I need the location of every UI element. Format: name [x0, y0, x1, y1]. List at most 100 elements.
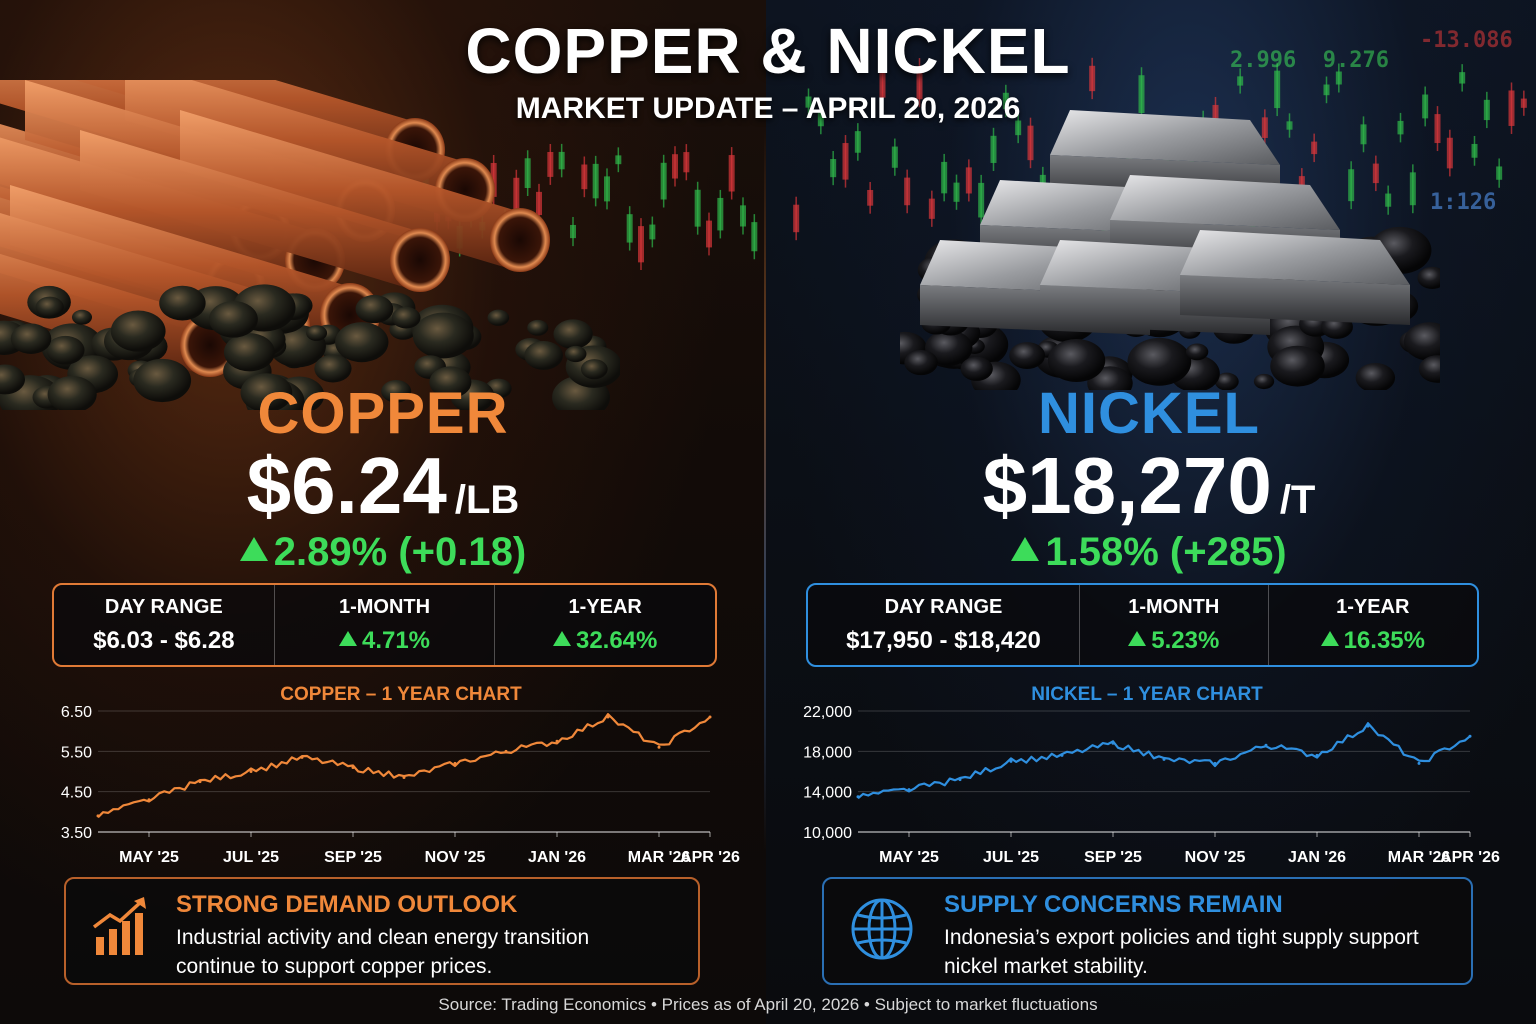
candle-body: [1360, 124, 1367, 145]
ore-rock: [524, 340, 563, 370]
copper-stat-1-year: 1-YEAR 32.64%: [494, 585, 715, 665]
y-tick-label: 4.50: [61, 785, 92, 802]
copper-pipe: [180, 110, 550, 272]
globe-icon: [851, 898, 913, 960]
stat-label: DAY RANGE: [884, 595, 1003, 618]
ore-rock: [960, 356, 993, 381]
data-point: [907, 788, 911, 792]
candle-body: [1385, 193, 1392, 207]
x-tick-label: JUL '25: [223, 849, 279, 866]
copper-stats-box: DAY RANGE $6.03 - $6.28 1-MONTH 4.71% 1-…: [52, 583, 717, 667]
candle-body: [867, 189, 874, 206]
candle-body: [604, 176, 610, 202]
data-point: [249, 770, 253, 773]
candle-body: [570, 224, 576, 239]
stat-label: 1-YEAR: [568, 595, 642, 618]
stat-value: $6.03 - $6.28: [93, 626, 235, 654]
stat-label: 1-YEAR: [1336, 595, 1410, 618]
candle-body: [638, 226, 644, 263]
data-point: [1009, 759, 1013, 763]
candle-body: [904, 177, 911, 206]
data-point: [198, 780, 202, 784]
ore-rock: [223, 333, 275, 372]
ore-rock: [159, 285, 206, 321]
ore-rock: [1355, 362, 1396, 390]
ore-rock: [47, 375, 97, 410]
ticker-text: 1:126: [1430, 190, 1497, 215]
ore-rock: [240, 373, 293, 410]
ticker-text: -13.086: [1420, 28, 1513, 53]
stat-label: DAY RANGE: [104, 595, 223, 618]
candle-body: [1446, 137, 1453, 169]
ore-rock: [10, 323, 52, 354]
x-tick-label: MAY '25: [879, 849, 939, 866]
candle-body: [694, 189, 701, 227]
candle-body: [953, 182, 960, 202]
ore-rock: [1418, 355, 1440, 383]
ore-rock: [1270, 345, 1325, 387]
y-tick-label: 10,000: [803, 825, 852, 842]
data-point: [1111, 741, 1115, 745]
x-tick-label: SEP '25: [324, 849, 382, 866]
stat-value-text: 4.71%: [361, 626, 431, 654]
data-point: [856, 795, 860, 799]
x-tick-label: SEP '25: [1084, 849, 1142, 866]
copper-pipe: [80, 130, 450, 292]
ore-rock: [0, 364, 25, 395]
x-tick-label: JUL '25: [983, 849, 1039, 866]
y-tick-label: 6.50: [61, 704, 92, 721]
candle-body: [854, 131, 861, 153]
ore-rock: [1253, 373, 1275, 390]
ore-rock: [355, 294, 394, 324]
data-point: [1213, 761, 1217, 765]
candle-body: [536, 191, 542, 216]
candle-body: [1311, 141, 1318, 155]
stat-value: $17,950 - $18,420: [846, 626, 1041, 654]
candle-body: [1372, 163, 1379, 184]
candle-body: [805, 96, 812, 108]
ore-rock: [314, 354, 352, 383]
candle-body: [1348, 169, 1355, 202]
nickel-stat-1-month: 1-MONTH 5.23%: [1078, 585, 1268, 665]
ticker-text: 2.996 9.276: [1230, 48, 1389, 73]
copper-name: COPPER: [257, 381, 509, 446]
x-tick-label: JAN '26: [1288, 849, 1346, 866]
series-line: [97, 713, 711, 819]
y-tick-label: 14,000: [803, 785, 852, 802]
rising-bar-chart-icon: [92, 897, 146, 955]
data-point: [147, 798, 151, 802]
candle-body: [740, 205, 746, 227]
nickel-callout-text: Indonesia’s export policies and tight su…: [944, 926, 1419, 978]
data-point: [1366, 724, 1370, 728]
copper-line-chart: 3.50 4.50 5.50 6.50 MAY '25 JUL '25 SEP '25 NOV…: [61, 704, 740, 866]
data-point: [96, 814, 100, 818]
up-arrow-icon: [338, 630, 357, 646]
candle-body: [891, 146, 898, 168]
nickel-ingots-image: [900, 110, 1440, 390]
candle-body: [490, 162, 497, 197]
y-tick-label: 5.50: [61, 744, 92, 761]
ore-rock: [527, 319, 549, 336]
data-point: [402, 776, 406, 780]
data-point: [657, 745, 661, 749]
ore-rock: [306, 325, 328, 341]
candle-body: [1409, 172, 1416, 206]
candle-body: [626, 214, 633, 243]
candle-body: [1496, 166, 1503, 180]
ore-rock: [208, 300, 258, 338]
candle-body: [1508, 90, 1515, 126]
candle-body: [793, 204, 800, 233]
ore-rock: [1047, 338, 1106, 383]
stat-value: 5.23%: [1128, 627, 1219, 655]
candle-body: [751, 222, 758, 252]
nickel-price-value: $18,270: [982, 441, 1272, 530]
up-arrow-icon: [1128, 630, 1147, 646]
data-point: [958, 778, 962, 782]
candle-body: [1261, 117, 1268, 138]
ore-rock: [1417, 266, 1440, 289]
data-point: [1264, 743, 1268, 747]
x-tick-label: MAR '26: [628, 849, 691, 866]
candle-body: [1483, 99, 1490, 121]
candle-body: [1274, 70, 1281, 109]
stat-value: 16.35%: [1320, 627, 1425, 655]
